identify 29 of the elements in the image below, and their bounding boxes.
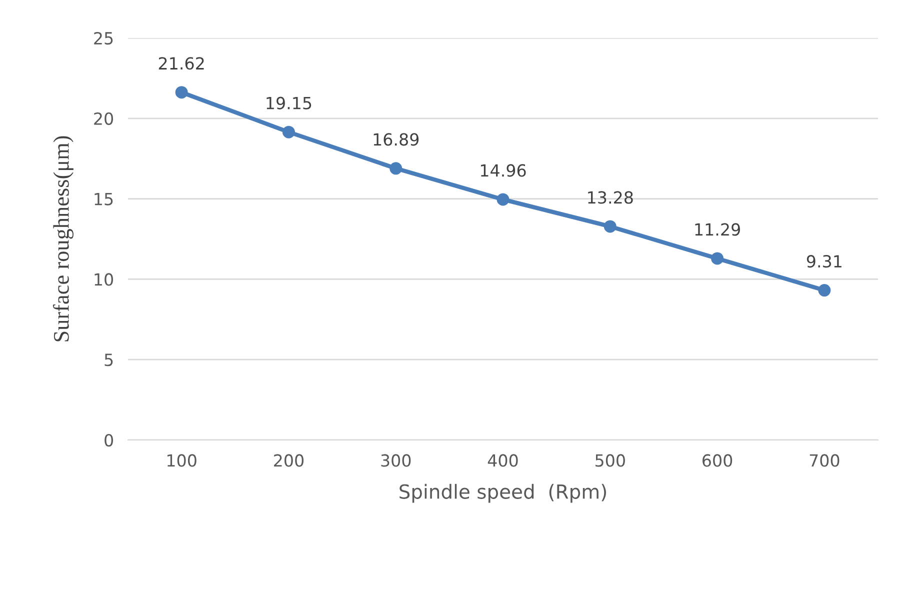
point [604,220,616,233]
x-tick-label: 100 [167,454,196,467]
y-tick-label: 20 [94,112,114,125]
y-tick-label: 10 [94,273,114,286]
data-label: 13.28 [588,191,633,204]
x-tick-label: 700 [810,454,840,467]
data-label: 21.62 [158,57,204,70]
x-tick-label: 600 [702,454,732,467]
y-tick-label: 0 [104,434,114,447]
data-label: 11.29 [695,223,740,236]
point [282,126,295,138]
x-tick-label: 400 [488,454,518,467]
data-label: 9.31 [806,255,842,268]
data-label: 16.89 [374,133,419,146]
x-axis-title: Spindle speed (Rpm) [400,484,606,503]
x-tick-label: 200 [274,454,304,467]
point [175,86,188,99]
point [390,162,402,175]
point [496,193,510,206]
point [711,252,724,265]
y-axis-title: Surface roughness(μm) [53,136,74,342]
data-label: 19.15 [266,96,312,110]
x-tick-label: 500 [596,454,625,467]
y-tick-label: 25 [94,32,113,45]
y-tick-label: 5 [104,354,113,366]
x-tick-label: 300 [381,454,411,467]
point [818,284,831,297]
y-tick-label: 15 [94,192,113,206]
data-label: 14.96 [480,164,526,177]
